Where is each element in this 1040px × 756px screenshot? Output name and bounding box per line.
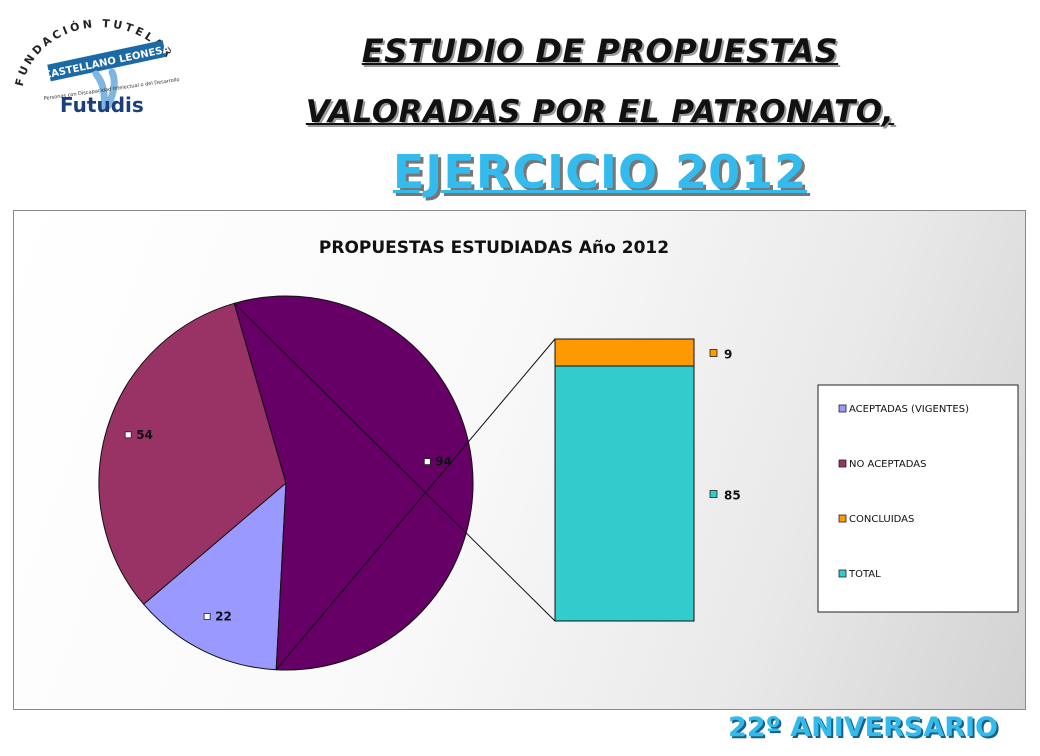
legend-label-no-aceptadas: NO ACEPTADAS bbox=[849, 459, 926, 470]
pie-slice-no-aceptadas bbox=[98, 302, 287, 605]
pie-label-marker bbox=[423, 458, 431, 466]
connector-lines bbox=[233, 302, 556, 671]
legend-swatch-aceptadas-vigentes bbox=[838, 404, 847, 413]
page-title-year: EJERCICIO 2012 bbox=[392, 145, 808, 199]
bar-data-label: 9 bbox=[724, 348, 732, 362]
chart-title: PROPUESTAS ESTUDIADAS Año 2012 bbox=[319, 238, 669, 258]
chart-area: PROPUESTAS ESTUDIADAS Año 2012 22 54 94 85… bbox=[13, 210, 1026, 710]
pie-data-label: 22 bbox=[215, 610, 232, 624]
pie-of-bar-chart: PROPUESTAS ESTUDIADAS Año 2012 22 54 94 85… bbox=[98, 238, 1019, 671]
logo-figure-icon bbox=[92, 68, 118, 110]
pie-group: 22 54 94 bbox=[98, 295, 474, 671]
legend-label-total: TOTAL bbox=[848, 569, 881, 580]
legend-label-concluidas: CONCLUIDAS bbox=[849, 514, 914, 525]
bar-data-label: 85 bbox=[724, 489, 741, 503]
pie-slice-aceptadas-vigentes bbox=[142, 481, 287, 671]
secondary-bar: 85 9 bbox=[554, 338, 741, 622]
pie-slice-total bbox=[233, 295, 474, 671]
chart-legend: ACEPTADAS (VIGENTES) NO ACEPTADAS CONCLUID… bbox=[817, 384, 1019, 613]
legend-swatch-total bbox=[838, 569, 847, 578]
page-title-line-1: ESTUDIO DE PROPUESTAS bbox=[361, 32, 839, 70]
anniversary-label: 22º ANIVERSARIO bbox=[728, 712, 998, 743]
page-title-line-2: VALORADAS POR EL PATRONATO, bbox=[305, 94, 895, 130]
bar-segment-concluidas bbox=[554, 338, 695, 367]
legend-label-aceptadas-vigentes: ACEPTADAS (VIGENTES) bbox=[849, 404, 969, 415]
futudis-logo: FUNDACIÓN TUTELAR CASTELLANO LEONESA Fut… bbox=[13, 17, 180, 117]
legend-swatch-concluidas bbox=[838, 514, 847, 523]
pie-label-marker bbox=[203, 613, 211, 620]
legend-swatch-no-aceptadas bbox=[838, 459, 847, 468]
logo-banner bbox=[47, 40, 167, 82]
bar-label-marker bbox=[709, 349, 718, 357]
pie-data-label: 94 bbox=[435, 455, 452, 469]
pie-label-marker bbox=[124, 431, 132, 439]
pie-data-label: 54 bbox=[136, 428, 153, 442]
legend-box bbox=[817, 384, 1019, 613]
bar-label-marker bbox=[709, 490, 718, 498]
connector-line-bottom bbox=[233, 302, 556, 622]
connector-line-top bbox=[275, 338, 556, 671]
bar-segment-total bbox=[554, 365, 695, 622]
logo-brand: Futudis bbox=[60, 93, 144, 117]
